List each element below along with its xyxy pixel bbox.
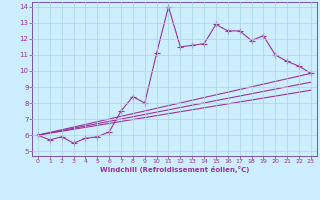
X-axis label: Windchill (Refroidissement éolien,°C): Windchill (Refroidissement éolien,°C)	[100, 166, 249, 173]
